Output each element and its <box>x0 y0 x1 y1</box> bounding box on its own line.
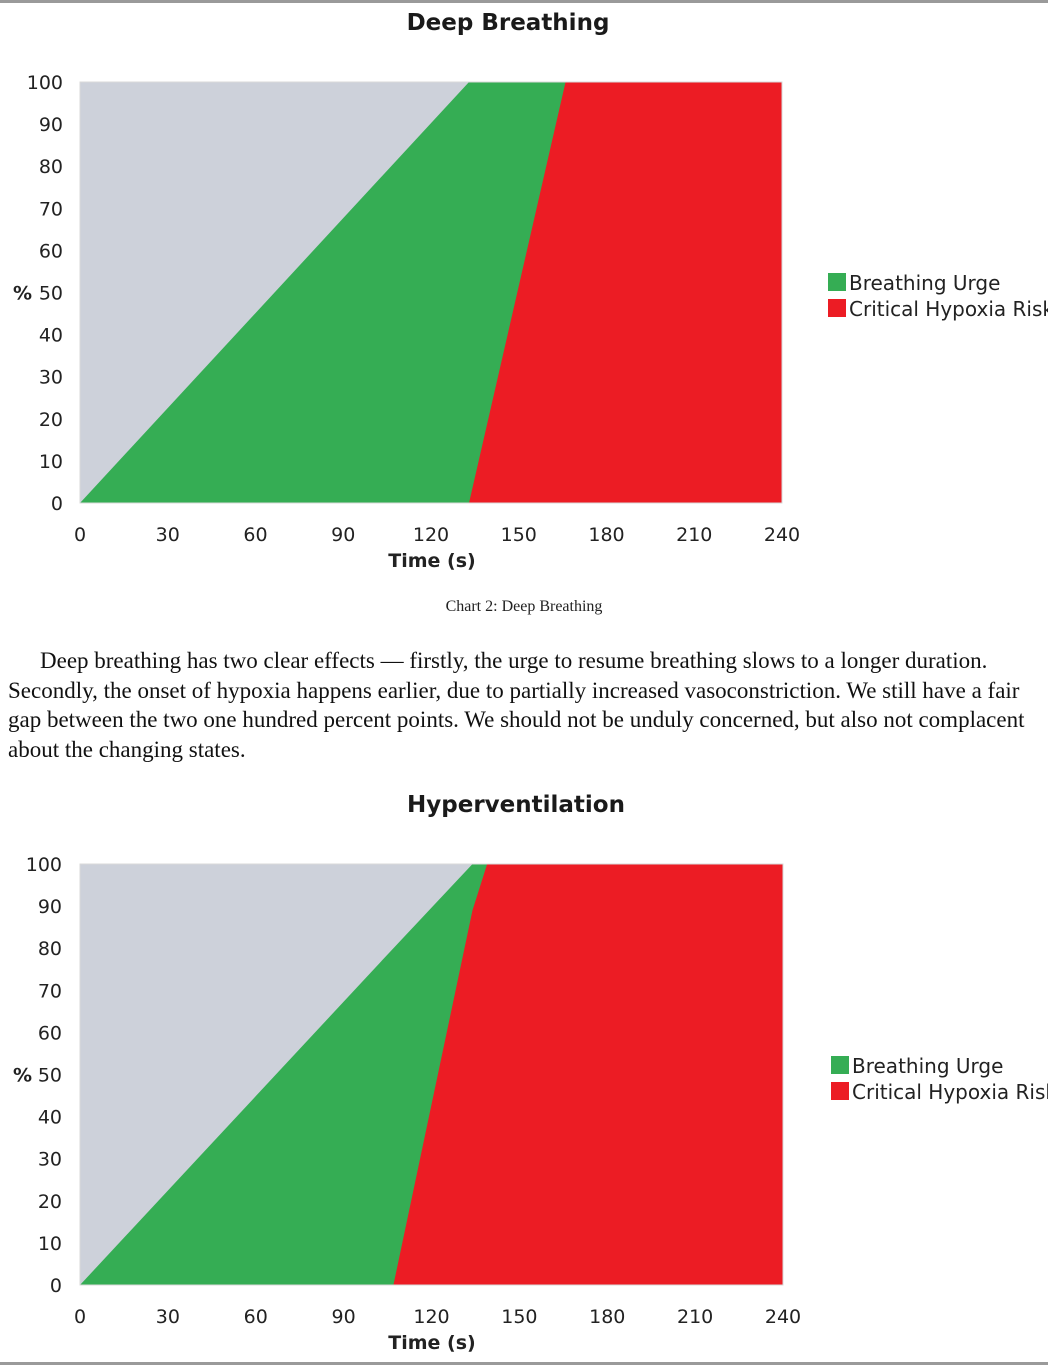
legend-swatch <box>831 1056 849 1074</box>
chart-title: Deep Breathing <box>407 10 610 36</box>
legend-swatch <box>828 299 846 317</box>
x-tick-label: 210 <box>676 524 712 546</box>
x-tick-label: 60 <box>243 524 267 546</box>
y-tick-label: 50 <box>39 283 63 305</box>
area-critical-hypoxia-risk <box>80 82 782 503</box>
body-paragraph: Deep breathing has two clear effects — f… <box>8 648 1025 762</box>
y-tick-label: 100 <box>26 854 62 876</box>
bottom-rule <box>0 1362 1048 1365</box>
y-tick-label: 90 <box>38 896 62 918</box>
x-tick-label: 240 <box>765 1306 801 1328</box>
legend-label: Breathing Urge <box>852 1054 1003 1078</box>
chart-caption: Chart 2: Deep Breathing <box>445 598 603 615</box>
x-tick-label: 210 <box>677 1306 713 1328</box>
plot-frame <box>79 863 784 1286</box>
plot-frame <box>79 81 783 504</box>
x-tick-label: 150 <box>501 524 537 546</box>
legend-label: Critical Hypoxia Risk <box>852 1080 1048 1104</box>
x-tick-label: 30 <box>156 1306 180 1328</box>
y-tick-label: 90 <box>39 114 63 136</box>
x-tick-label: 0 <box>74 524 86 546</box>
y-tick-label: 80 <box>38 938 62 960</box>
x-tick-label: 180 <box>588 524 624 546</box>
y-tick-label: 20 <box>39 409 63 431</box>
y-axis-label: % <box>13 1065 32 1087</box>
x-axis-label: Time (s) <box>388 1332 475 1354</box>
x-tick-label: 150 <box>501 1306 537 1328</box>
chart-hyperventilation: Hyperventilation 0 10 20 30 40 50 60 70 80 90 100 0 3… <box>13 792 1048 1354</box>
y-tick-label: 30 <box>38 1149 62 1171</box>
y-tick-label: 60 <box>38 1022 62 1044</box>
y-tick-label: 10 <box>39 451 63 473</box>
x-tick-label: 0 <box>74 1306 86 1328</box>
legend-swatch <box>828 273 846 291</box>
x-tick-label: 120 <box>413 524 449 546</box>
x-tick-label: 90 <box>331 524 355 546</box>
y-tick-label: 70 <box>39 198 63 220</box>
x-tick-label: 180 <box>589 1306 625 1328</box>
y-tick-label: 100 <box>27 72 63 94</box>
y-tick-label: 80 <box>39 156 63 178</box>
x-axis-label: Time (s) <box>388 550 475 572</box>
legend-label: Breathing Urge <box>849 271 1000 295</box>
chart-title: Hyperventilation <box>407 792 625 818</box>
y-tick-label: 20 <box>38 1191 62 1213</box>
y-tick-label: 40 <box>38 1107 62 1129</box>
legend-label: Critical Hypoxia Risk <box>849 297 1048 321</box>
x-tick-label: 60 <box>244 1306 268 1328</box>
y-tick-label: 60 <box>39 240 63 262</box>
x-tick-label: 240 <box>764 524 800 546</box>
chart-deep-breathing: Deep Breathing 0 10 20 30 40 50 60 70 80 90 100 0 30 6… <box>13 10 1048 572</box>
x-tick-label: 120 <box>413 1306 449 1328</box>
area-critical-hypoxia-risk <box>80 864 783 1285</box>
y-tick-label: 40 <box>39 325 63 347</box>
y-tick-label: 30 <box>39 367 63 389</box>
y-tick-label: 10 <box>38 1233 62 1255</box>
y-tick-label: 0 <box>51 493 63 515</box>
x-tick-label: 90 <box>332 1306 356 1328</box>
x-tick-label: 30 <box>156 524 180 546</box>
y-tick-label: 70 <box>38 980 62 1002</box>
y-tick-label: 0 <box>50 1275 62 1297</box>
legend-swatch <box>831 1082 849 1100</box>
y-tick-label: 50 <box>38 1065 62 1087</box>
y-axis-label: % <box>13 283 32 305</box>
top-rule <box>0 0 1048 3</box>
